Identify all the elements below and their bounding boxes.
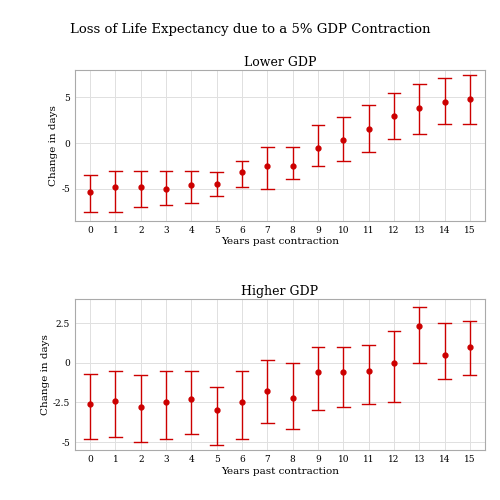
Title: Higher GDP: Higher GDP: [242, 285, 318, 298]
X-axis label: Years past contraction: Years past contraction: [221, 238, 339, 246]
Title: Lower GDP: Lower GDP: [244, 56, 316, 69]
Y-axis label: Change in days: Change in days: [50, 105, 58, 186]
Text: Loss of Life Expectancy due to a 5% GDP Contraction: Loss of Life Expectancy due to a 5% GDP …: [70, 22, 430, 36]
X-axis label: Years past contraction: Years past contraction: [221, 466, 339, 475]
Y-axis label: Change in days: Change in days: [41, 334, 50, 415]
